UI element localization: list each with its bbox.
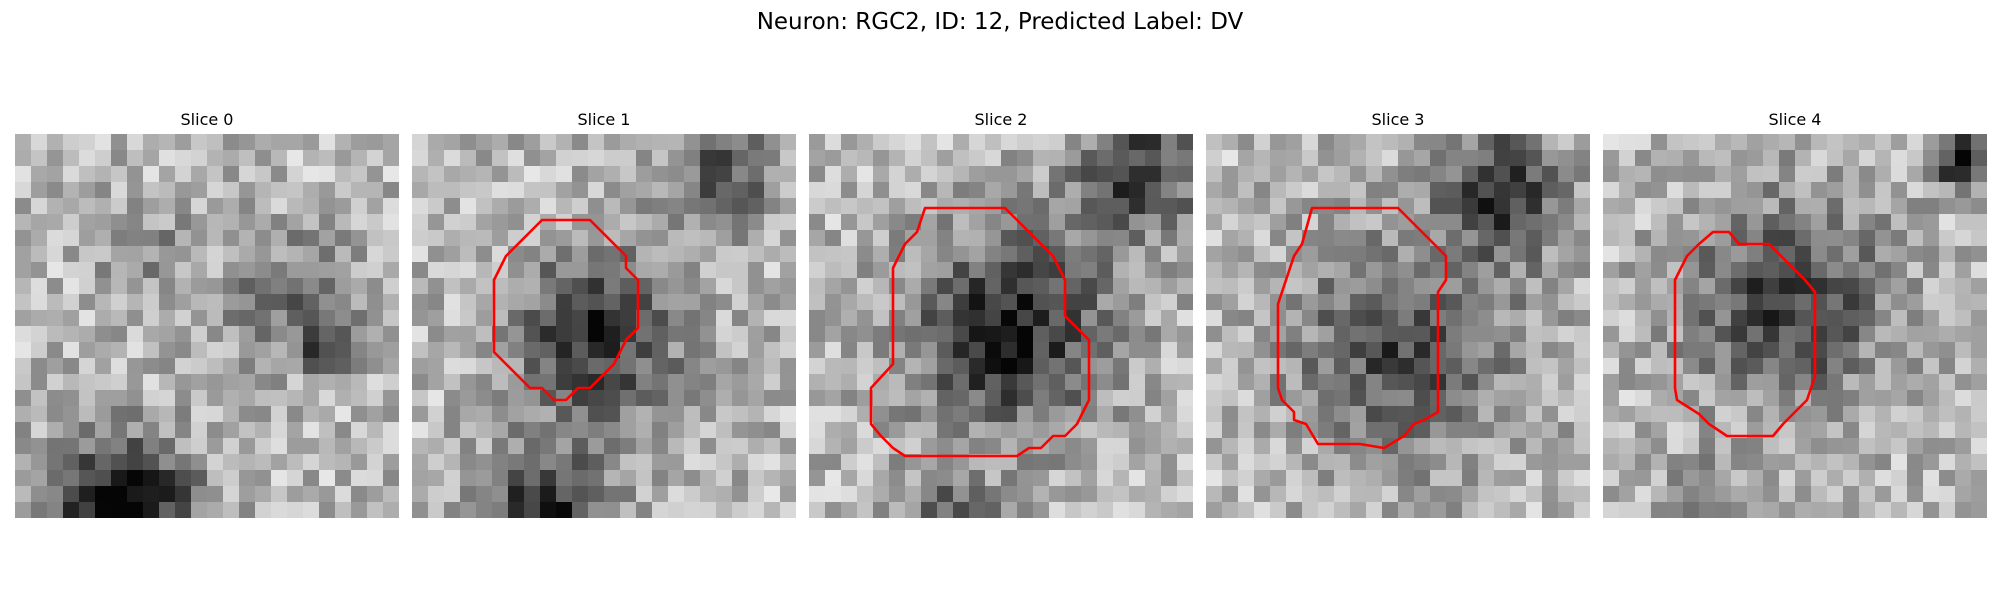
slice-panel-4: Slice 4 [1603,110,1987,518]
slice-panel-1: Slice 1 [412,110,796,518]
figure-title: Neuron: RGC2, ID: 12, Predicted Label: D… [756,9,1244,35]
grayscale-image [1206,134,1590,518]
roi-contour [869,206,1091,458]
slice-title: Slice 2 [974,110,1028,129]
roi-contour-overlay [492,218,640,402]
roi-contour [1276,206,1448,450]
slice-image-0 [15,134,399,518]
grayscale-image [809,134,1193,518]
slice-title: Slice 1 [577,110,631,129]
slice-panel-3: Slice 3 [1206,110,1590,518]
slice-title: Slice 3 [1371,110,1425,129]
slice-panel-0: Slice 0 [15,110,399,518]
slice-title: Slice 0 [180,110,234,129]
slice-image-2 [809,134,1193,518]
slice-title: Slice 4 [1768,110,1822,129]
slice-image-3 [1206,134,1590,518]
roi-contour [492,218,640,402]
slice-image-1 [412,134,796,518]
roi-contour-overlay [1276,206,1448,450]
roi-contour-overlay [869,206,1091,458]
roi-contour-overlay [1673,230,1817,438]
slice-image-4 [1603,134,1987,518]
grayscale-image [15,134,399,518]
grayscale-image [1603,134,1987,518]
slice-panel-2: Slice 2 [809,110,1193,518]
grayscale-image [412,134,796,518]
roi-contour [1673,230,1817,438]
